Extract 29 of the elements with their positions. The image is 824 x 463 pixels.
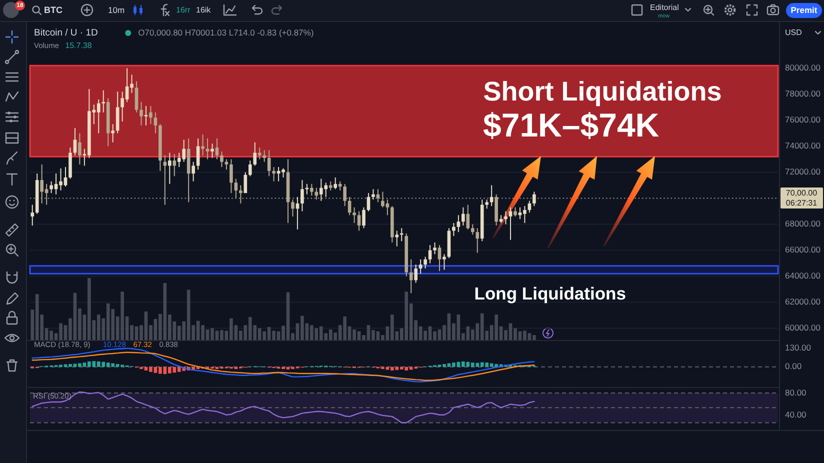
band-label: Long Liquidations	[474, 283, 626, 304]
y-tick-label: 40.00	[785, 410, 807, 420]
text: Premit	[790, 4, 818, 15]
chart-title: Bitcoin / U · 1D	[34, 28, 98, 39]
text: 10m	[108, 4, 125, 15]
y-tick-label: 76000.00	[785, 114, 821, 124]
text: USD	[785, 28, 802, 38]
y-tick-label: 64000.00	[785, 270, 821, 281]
y-tick-label: 0.00	[785, 361, 802, 372]
annotation: $71K–$74K	[483, 106, 660, 144]
y-tick-label: 66000.00	[785, 244, 821, 255]
y-tick-label: 130.00	[785, 342, 812, 352]
band-label: Short Liquidations	[483, 76, 722, 107]
y-tick-label: 68000.00	[785, 218, 821, 229]
text: Editorial	[650, 3, 680, 12]
chart-subtitle: 15.7.38	[65, 41, 92, 50]
y-tick-label: 62000.00	[785, 296, 821, 307]
y-tick-label: 74000.00	[785, 140, 821, 150]
y-tick-label: 80000.00	[785, 62, 821, 72]
text: 16ik	[196, 6, 212, 15]
chart-subtitle: O70,000.80 H70001.03 L714.0 -0.83 (+0.87%)	[138, 27, 314, 38]
y-tick-label: 72000.00	[785, 166, 821, 176]
text: 16rr	[176, 6, 191, 15]
y-tick-label: 80.00	[785, 387, 807, 398]
text: 70,00.00	[786, 188, 818, 198]
text: 06:27:31	[786, 198, 818, 208]
text: BTC	[44, 4, 63, 15]
y-tick-label: 78000.00	[785, 88, 821, 98]
y-tick-label: 60000.00	[785, 322, 821, 333]
